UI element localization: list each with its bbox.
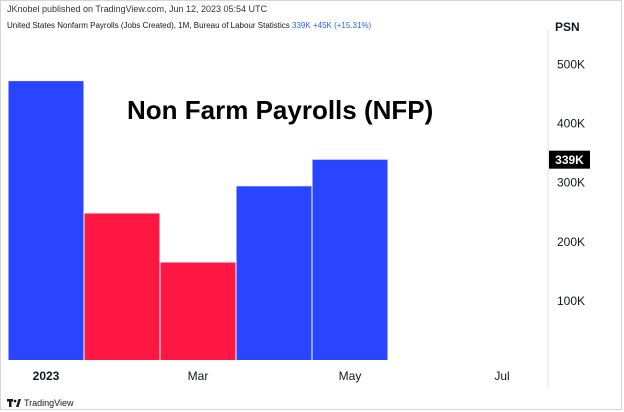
bar-may-2023[interactable]: [312, 159, 388, 360]
bar-apr-2023[interactable]: [236, 186, 312, 360]
bar-mar-2023[interactable]: [160, 262, 236, 361]
tradingview-watermark[interactable]: TradingView: [7, 398, 74, 408]
x-tick-label: Jul: [494, 369, 509, 383]
published-by-text: JKnobel published on TradingView.com, Ju…: [7, 4, 268, 14]
ticker-symbol: PSN: [555, 20, 580, 34]
last-value-badge-text: 339K: [555, 153, 584, 167]
y-tick-label: 300K: [557, 176, 585, 190]
symbol-description: United States Nonfarm Payrolls (Jobs Cre…: [7, 21, 290, 30]
bar-jan-2023[interactable]: [8, 81, 84, 360]
bar-feb-2023[interactable]: [84, 213, 160, 360]
tradingview-logo-icon: [7, 399, 21, 407]
tradingview-brand: TradingView: [24, 398, 74, 408]
y-tick-label: 400K: [557, 117, 585, 131]
change-text: +45K (+15.31%): [312, 21, 372, 30]
x-tick-label: May: [339, 369, 362, 383]
x-tick-label: 2023: [33, 369, 60, 383]
bars-group: [0, 81, 388, 361]
last-value-badge: [549, 150, 590, 169]
y-tick-label: 500K: [557, 58, 585, 72]
x-tick-label: Mar: [188, 369, 209, 383]
y-tick-label: 200K: [557, 235, 585, 249]
chart-title: Non Farm Payrolls (NFP): [127, 95, 433, 125]
bar-dec-2022[interactable]: [0, 219, 8, 360]
price-axis[interactable]: 100K 200K 300K 400K 500K 339K: [549, 58, 590, 308]
y-tick-label: 100K: [557, 294, 585, 308]
last-value-text: 339K: [292, 21, 311, 30]
symbol-legend[interactable]: United States Nonfarm Payrolls (Jobs Cre…: [7, 21, 371, 30]
time-axis[interactable]: 2023 Mar May Jul: [33, 369, 510, 383]
